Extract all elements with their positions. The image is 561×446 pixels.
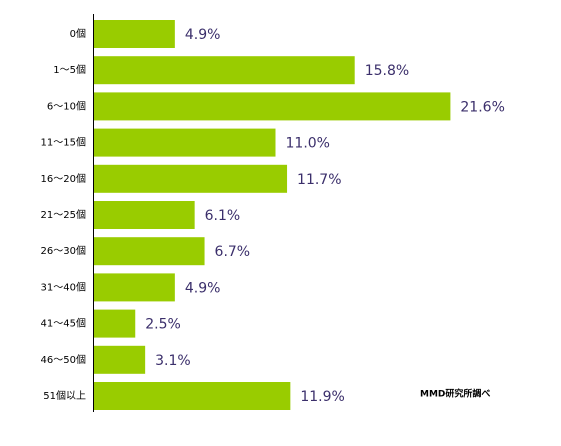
value-label: 3.1% — [155, 353, 191, 369]
value-label: 2.5% — [145, 317, 181, 333]
category-label: 51個以上 — [43, 389, 86, 402]
category-label: 21～25個 — [41, 208, 86, 221]
category-label: 26～30個 — [41, 244, 86, 257]
bar — [94, 309, 136, 338]
category-label: 16～20個 — [41, 172, 86, 185]
bar — [94, 20, 175, 48]
category-label: 46～50個 — [41, 353, 86, 366]
bar — [94, 164, 288, 193]
source-note: MMD研究所調べ — [420, 388, 490, 400]
bar — [94, 382, 291, 410]
value-label: 11.7% — [297, 172, 341, 188]
value-label: 4.9% — [185, 27, 221, 43]
category-label: 0個 — [70, 27, 86, 40]
category-label: 6～10個 — [47, 99, 86, 112]
value-label: 4.9% — [185, 280, 221, 296]
value-label: 11.0% — [286, 136, 330, 152]
value-label: 21.6% — [460, 99, 504, 115]
value-label: 11.9% — [300, 389, 344, 405]
bar — [94, 56, 355, 85]
category-label: 11～15個 — [41, 136, 86, 149]
value-label: 15.8% — [365, 63, 409, 79]
bar — [94, 201, 195, 229]
category-label: 1～5個 — [53, 63, 86, 76]
bar — [94, 92, 451, 121]
category-label: 31～40個 — [41, 280, 86, 293]
bar — [94, 273, 175, 302]
bar — [94, 237, 205, 266]
category-label: 41～45個 — [41, 317, 86, 330]
value-label: 6.1% — [205, 208, 241, 224]
bar — [94, 128, 276, 157]
bar — [94, 345, 146, 374]
value-label: 6.7% — [215, 244, 251, 260]
